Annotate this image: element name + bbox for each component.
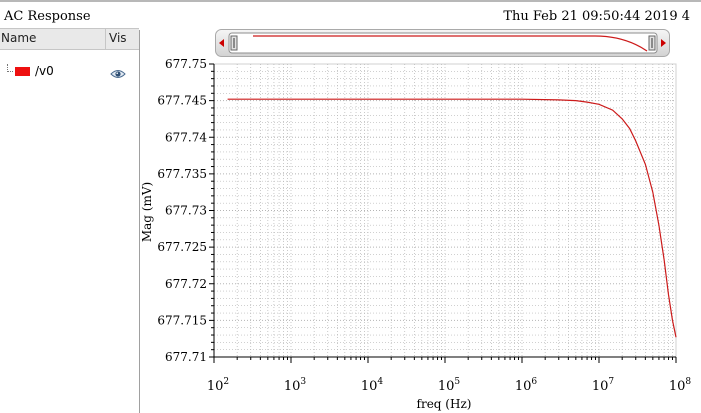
overview-trace [253, 35, 648, 52]
y-tick-label: 677.71 [165, 350, 207, 364]
x-axis-label: freq (Hz) [417, 397, 472, 411]
y-tick-label: 677.715 [157, 313, 207, 327]
y-axis-label: Mag (mV) [140, 182, 154, 242]
y-tick-label: 677.73 [165, 204, 207, 218]
y-tick-label: 677.735 [157, 167, 207, 181]
y-tick-label: 677.72 [165, 277, 207, 291]
timestamp: Thu Feb 21 09:50:44 2019 4 [503, 9, 690, 24]
x-tick-label: 104 [361, 377, 384, 394]
zoom-window[interactable] [228, 32, 658, 54]
zoom-handle-left[interactable] [230, 35, 238, 51]
x-tick-label: 103 [284, 377, 307, 394]
column-header-name[interactable]: Name [1, 31, 37, 45]
signal-list-header: Name Vis [0, 28, 139, 50]
x-tick-label: 102 [207, 377, 229, 394]
column-header-vis[interactable]: Vis [109, 31, 127, 45]
series-line-v0 [227, 98, 677, 338]
window-title: AC Response [4, 9, 91, 24]
signal-row-v0[interactable]: /v0 [0, 62, 139, 82]
scroll-right-arrow[interactable] [661, 39, 666, 47]
x-tick-label: 106 [515, 377, 538, 394]
scroll-left-arrow[interactable] [219, 39, 224, 47]
panel-divider[interactable] [139, 30, 140, 413]
zoom-handle-right[interactable] [648, 35, 656, 51]
zoom-navigator[interactable] [215, 29, 670, 57]
signal-name[interactable]: /v0 [35, 64, 54, 78]
y-tick-label: 677.745 [157, 94, 207, 108]
y-tick-label: 677.75 [165, 57, 207, 71]
x-tick-label: 107 [592, 377, 615, 394]
y-tick-label: 677.74 [165, 130, 207, 144]
signal-color-swatch[interactable] [15, 67, 30, 76]
eye-icon[interactable] [110, 65, 126, 84]
y-tick-label: 677.725 [157, 240, 207, 254]
column-divider[interactable] [105, 29, 106, 49]
x-tick-label: 105 [438, 377, 461, 394]
x-tick-label: 108 [669, 377, 692, 394]
tree-connector [7, 64, 13, 72]
top-border [0, 0, 701, 2]
